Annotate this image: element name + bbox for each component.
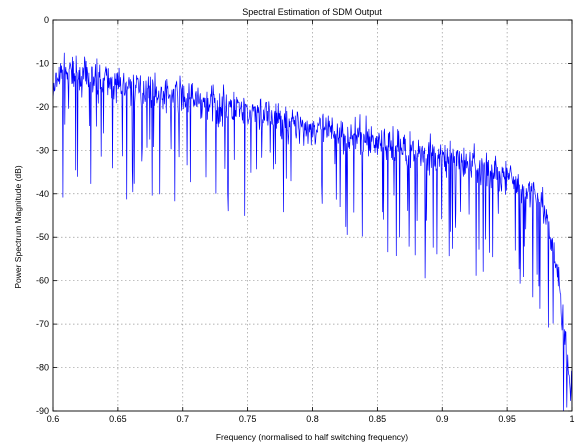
x-tick-label: 0.95 xyxy=(498,414,516,424)
spectrum-series-line xyxy=(53,52,572,411)
y-tick-label: -20 xyxy=(36,102,49,112)
y-axis-label: Power Spectrum Magnitude (dB) xyxy=(13,165,23,288)
y-tick-label: -90 xyxy=(36,406,49,416)
x-tick-label: 0.9 xyxy=(436,414,449,424)
y-tick-label: 0 xyxy=(44,15,49,25)
x-tick-label: 1 xyxy=(569,414,574,424)
x-tick-label: 0.85 xyxy=(369,414,387,424)
y-tick-label: -80 xyxy=(36,363,49,373)
chart-title: Spectral Estimation of SDM Output xyxy=(242,7,382,17)
x-tick-label: 0.8 xyxy=(306,414,319,424)
y-tick-label: -10 xyxy=(36,58,49,68)
y-tick-label: -50 xyxy=(36,232,49,242)
x-tick-label: 0.6 xyxy=(47,414,60,424)
x-axis-label: Frequency (normalised to half switching … xyxy=(216,432,408,442)
x-axis: 0.6 0.65 0.7 0.75 0.8 0.85 0.9 0.95 1 xyxy=(47,20,575,424)
y-tick-label: -40 xyxy=(36,189,49,199)
x-tick-label: 0.65 xyxy=(109,414,127,424)
x-tick-label: 0.7 xyxy=(176,414,189,424)
y-tick-label: -60 xyxy=(36,276,49,286)
y-axis: 0 -10 -20 -30 -40 -50 -60 -70 -80 -90 xyxy=(36,15,572,416)
y-tick-label: -70 xyxy=(36,319,49,329)
y-tick-label: -30 xyxy=(36,145,49,155)
x-tick-label: 0.75 xyxy=(239,414,257,424)
